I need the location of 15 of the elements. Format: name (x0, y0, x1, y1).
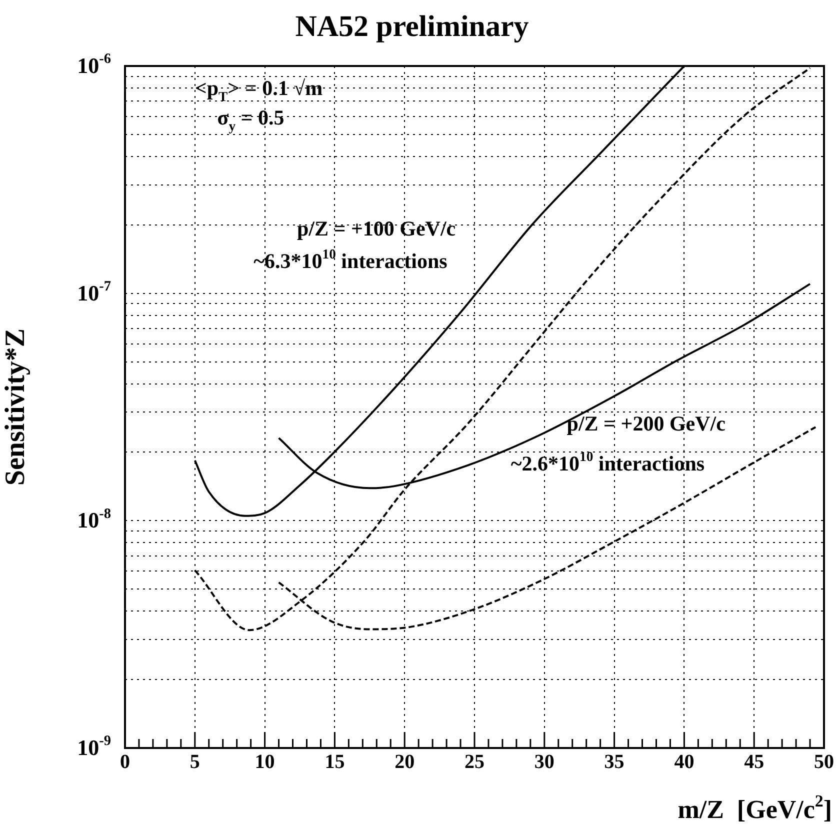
x-tick-label: 25 (464, 751, 484, 774)
x-tick-label: 5 (190, 751, 200, 774)
x-tick-label: 50 (814, 751, 834, 774)
x-tick-label: 35 (604, 751, 624, 774)
y-axis-title: Sensitivity*Z (0, 328, 32, 486)
chart-title: NA52 preliminary (295, 10, 529, 43)
x-tick-label: 45 (744, 751, 764, 774)
x-tick-label: 10 (254, 751, 275, 774)
annotation: p/Z = +200 GeV/c (566, 412, 726, 436)
annotation: p/Z = +100 GeV/c (296, 216, 456, 240)
x-tick-label: 20 (394, 751, 415, 774)
x-tick-label: 30 (534, 751, 554, 774)
x-tick-label: 0 (120, 751, 130, 774)
x-tick-label: 15 (324, 751, 345, 774)
x-tick-label: 40 (674, 751, 694, 774)
